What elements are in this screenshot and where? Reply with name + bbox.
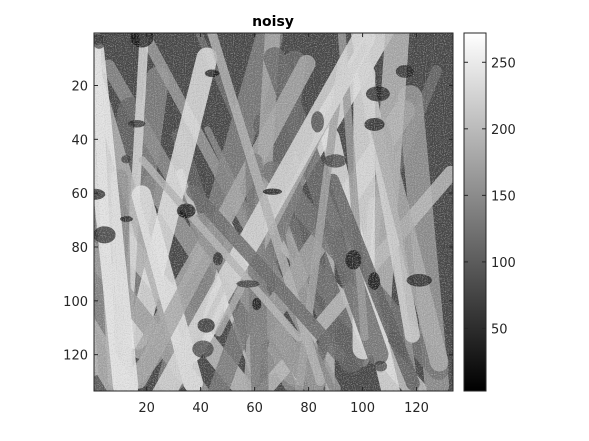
y-tick-label: 40	[71, 133, 88, 148]
colorbar-tick-label: 200	[491, 123, 516, 138]
y-tick-label: 60	[71, 187, 88, 202]
x-tick-label: 120	[404, 401, 429, 416]
y-axis: 20 40 60 80 100 120	[63, 79, 453, 364]
colorbar	[463, 32, 487, 392]
colorbar-tick-label: 150	[491, 189, 516, 204]
y-tick-label: 80	[71, 241, 88, 256]
y-tick-label: 120	[63, 349, 88, 364]
x-tick-label: 100	[350, 401, 375, 416]
x-tick-label: 20	[138, 401, 155, 416]
x-tick-label: 40	[192, 401, 209, 416]
colorbar-axis: 50 100 150 200 250	[464, 56, 516, 337]
image-plot	[94, 33, 453, 391]
chart-title: noisy	[252, 14, 294, 30]
y-tick-label: 100	[63, 295, 88, 310]
y-tick-label: 20	[71, 79, 88, 94]
x-tick-label: 60	[246, 401, 263, 416]
colorbar-tick-label: 250	[491, 56, 516, 71]
x-tick-label: 80	[300, 401, 317, 416]
grass-image	[94, 33, 453, 391]
colorbar-tick-label: 50	[491, 322, 508, 337]
x-axis: 20 40 60 80 100 120	[138, 33, 429, 416]
axes-box	[93, 32, 454, 392]
colorbar-tick-label: 100	[491, 256, 516, 271]
